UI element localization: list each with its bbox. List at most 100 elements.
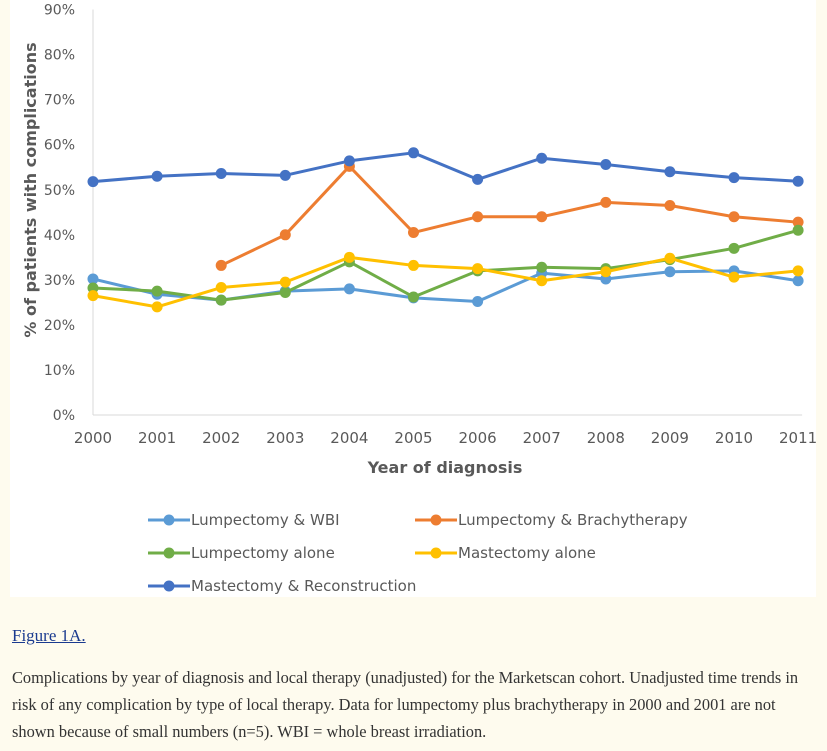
data-point	[472, 173, 484, 185]
data-point	[408, 291, 419, 303]
data-point	[343, 283, 355, 295]
chart-panel: 0% 10% 20% 30% 40% 50% 60% 70% 80% 90% 2000 2001 20…	[10, 0, 816, 597]
data-point	[215, 282, 227, 294]
data-point	[600, 196, 612, 208]
x-tick-label: 2005	[394, 429, 432, 447]
legend-swatch-marker	[163, 580, 175, 592]
legend-item: Lumpectomy & Brachytherapy	[415, 511, 688, 529]
y-tick-label: 10%	[44, 363, 75, 379]
x-tick-label: 2002	[202, 429, 240, 447]
legend-swatch-marker	[163, 514, 175, 526]
figure-link[interactable]: Figure 1A.	[12, 626, 86, 645]
y-tick-label: 0%	[53, 408, 75, 424]
y-tick-label: 30%	[44, 273, 75, 289]
x-tick-label: 2009	[651, 429, 689, 447]
data-point	[215, 294, 227, 306]
y-tick-label: 60%	[44, 138, 75, 154]
legend-item: Lumpectomy & WBI	[148, 511, 340, 529]
data-point	[792, 216, 804, 228]
series-line	[92, 228, 799, 302]
data-point	[151, 301, 163, 313]
data-point	[279, 286, 291, 298]
data-point	[408, 227, 419, 239]
x-tick-label: 2001	[138, 429, 176, 447]
x-tick-label: 2008	[587, 429, 625, 447]
data-point	[664, 266, 676, 278]
legend-label: Lumpectomy & Brachytherapy	[458, 511, 688, 529]
data-point	[728, 172, 740, 184]
legend-label: Lumpectomy & WBI	[191, 511, 340, 529]
series-lumpectomy-and-brachytherapy	[215, 160, 804, 271]
data-point	[343, 251, 355, 263]
series-layer	[87, 147, 804, 313]
x-tick-label: 2010	[715, 429, 753, 447]
data-point	[472, 263, 484, 275]
legend-label: Lumpectomy alone	[191, 544, 335, 562]
legend-swatch-marker	[430, 547, 442, 559]
x-tick-label: 2000	[74, 429, 112, 447]
legend-swatch-marker	[163, 547, 175, 559]
data-point	[536, 211, 548, 223]
data-point	[279, 229, 291, 241]
figure-caption: Complications by year of diagnosis and l…	[12, 668, 799, 741]
x-axis-title: Year of diagnosis	[367, 458, 523, 477]
x-tick-label: 2004	[330, 429, 368, 447]
data-point	[343, 155, 355, 167]
data-point	[151, 285, 163, 297]
data-point	[87, 290, 99, 302]
data-point	[728, 242, 740, 254]
data-point	[792, 275, 804, 287]
data-point	[215, 168, 227, 180]
y-tick-label: 50%	[44, 183, 75, 199]
data-point	[600, 159, 612, 171]
data-point	[408, 259, 419, 271]
series-line	[92, 151, 799, 184]
y-tick-label: 20%	[44, 318, 75, 334]
chart-axes	[92, 9, 803, 416]
data-point	[87, 273, 99, 285]
data-point	[792, 175, 804, 187]
data-point	[792, 265, 804, 277]
x-axis-ticks: 2000 2001 2002 2003 2004 2005 2006 2007 2008 2009…	[74, 429, 816, 447]
legend-item: Mastectomy alone	[415, 544, 596, 562]
data-point	[792, 224, 804, 236]
series-mastectomy-and-reconstruction	[87, 147, 804, 188]
data-point	[728, 211, 740, 223]
data-point	[664, 200, 676, 212]
chart-legend: Lumpectomy & WBI Lumpectomy & Brachythera…	[148, 511, 688, 595]
data-point	[472, 211, 484, 223]
data-point	[151, 170, 163, 182]
data-point	[600, 266, 612, 278]
x-tick-label: 2007	[523, 429, 561, 447]
y-tick-label: 70%	[44, 93, 75, 109]
y-tick-label: 40%	[44, 228, 75, 244]
y-axis-title: % of patients with complications	[21, 42, 40, 337]
x-tick-label: 2011	[779, 429, 816, 447]
data-point	[728, 271, 740, 283]
series-mastectomy-alone	[87, 251, 804, 313]
legend-item: Lumpectomy alone	[148, 544, 335, 562]
line-chart: 0%10%20%30%40%50%60%70%80%90% 2000 2001 20…	[21, 3, 816, 595]
data-point	[536, 261, 548, 273]
data-point	[408, 147, 419, 159]
legend-label: Mastectomy alone	[458, 544, 596, 562]
data-point	[215, 259, 227, 271]
series-line	[220, 164, 799, 267]
series-line	[92, 255, 799, 309]
data-point	[87, 176, 99, 188]
legend-item: Mastectomy & Reconstruction	[148, 577, 416, 595]
series-lumpectomy-and-wbi	[87, 265, 804, 307]
data-point	[536, 152, 548, 164]
data-point	[536, 275, 548, 287]
legend-label: Mastectomy & Reconstruction	[191, 577, 416, 595]
y-tick-label: 90%	[44, 3, 75, 19]
y-tick-label: 80%	[44, 48, 75, 64]
y-axis-ticks: 0% 10% 20% 30% 40% 50% 60% 70% 80% 90%	[44, 3, 75, 424]
legend-swatch-marker	[430, 514, 442, 526]
data-point	[664, 166, 676, 178]
data-point	[664, 252, 676, 264]
x-tick-label: 2003	[266, 429, 304, 447]
data-point	[279, 276, 291, 288]
data-point	[279, 169, 291, 181]
x-tick-label: 2006	[459, 429, 497, 447]
